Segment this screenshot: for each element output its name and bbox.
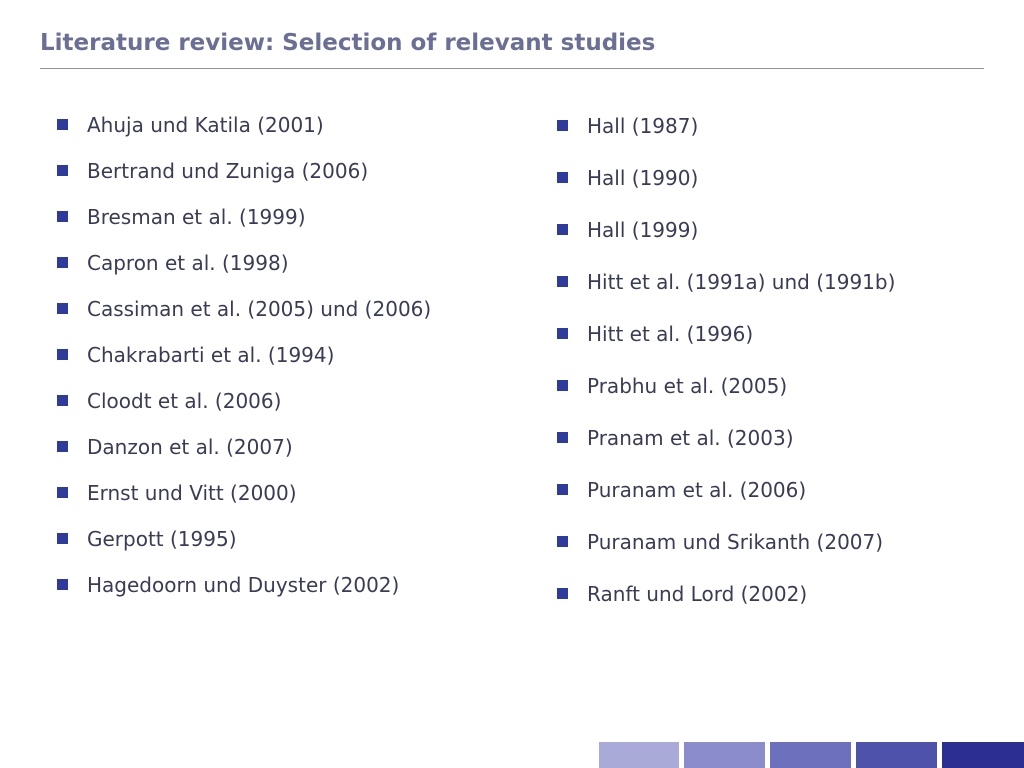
list-item-label: Cassiman et al. (2005) und (2006) bbox=[87, 297, 432, 321]
list-item-label: Ahuja und Katila (2001) bbox=[87, 113, 324, 137]
list-item-label: Capron et al. (1998) bbox=[87, 251, 289, 275]
list-item: Ahuja und Katila (2001) bbox=[57, 113, 431, 159]
list-item: Gerpott (1995) bbox=[57, 527, 431, 573]
list-item-label: Hall (1999) bbox=[587, 218, 699, 242]
list-item: Hall (1987) bbox=[557, 114, 895, 166]
square-bullet-icon bbox=[57, 303, 68, 314]
list-item-label: Hall (1990) bbox=[587, 166, 699, 190]
right-reference-list: Hall (1987) Hall (1990) Hall (1999) Hitt… bbox=[557, 114, 895, 634]
list-item: Cloodt et al. (2006) bbox=[57, 389, 431, 435]
list-item: Puranam und Srikanth (2007) bbox=[557, 530, 895, 582]
list-item: Danzon et al. (2007) bbox=[57, 435, 431, 481]
list-item-label: Ranft und Lord (2002) bbox=[587, 582, 808, 606]
list-item: Hagedoorn und Duyster (2002) bbox=[57, 573, 431, 619]
list-item: Bresman et al. (1999) bbox=[57, 205, 431, 251]
square-bullet-icon bbox=[57, 441, 68, 452]
list-item: Prabhu et al. (2005) bbox=[557, 374, 895, 426]
square-bullet-icon bbox=[557, 172, 568, 183]
square-bullet-icon bbox=[557, 588, 568, 599]
list-item: Pranam et al. (2003) bbox=[557, 426, 895, 478]
list-item: Hall (1999) bbox=[557, 218, 895, 270]
square-bullet-icon bbox=[557, 380, 568, 391]
square-bullet-icon bbox=[557, 432, 568, 443]
list-item-label: Hitt et al. (1991a) und (1991b) bbox=[587, 270, 896, 294]
list-item: Ranft und Lord (2002) bbox=[557, 582, 895, 634]
square-bullet-icon bbox=[557, 276, 568, 287]
list-item-label: Prabhu et al. (2005) bbox=[587, 374, 788, 398]
square-bullet-icon bbox=[57, 257, 68, 268]
footer-bar-5 bbox=[942, 742, 1024, 768]
list-item: Ernst und Vitt (2000) bbox=[57, 481, 431, 527]
footer-bar-2 bbox=[684, 742, 765, 768]
square-bullet-icon bbox=[57, 211, 68, 222]
list-item-label: Chakrabarti et al. (1994) bbox=[87, 343, 335, 367]
list-item: Puranam et al. (2006) bbox=[557, 478, 895, 530]
square-bullet-icon bbox=[557, 224, 568, 235]
list-item: Capron et al. (1998) bbox=[57, 251, 431, 297]
square-bullet-icon bbox=[57, 533, 68, 544]
list-item-label: Cloodt et al. (2006) bbox=[87, 389, 282, 413]
square-bullet-icon bbox=[57, 349, 68, 360]
list-item-label: Gerpott (1995) bbox=[87, 527, 237, 551]
list-item-label: Pranam et al. (2003) bbox=[587, 426, 794, 450]
list-item-label: Puranam und Srikanth (2007) bbox=[587, 530, 884, 554]
list-item-label: Puranam et al. (2006) bbox=[587, 478, 807, 502]
square-bullet-icon bbox=[57, 395, 68, 406]
list-item-label: Bresman et al. (1999) bbox=[87, 205, 306, 229]
list-item: Bertrand und Zuniga (2006) bbox=[57, 159, 431, 205]
list-item-label: Bertrand und Zuniga (2006) bbox=[87, 159, 369, 183]
list-item-label: Hall (1987) bbox=[587, 114, 699, 138]
square-bullet-icon bbox=[557, 484, 568, 495]
square-bullet-icon bbox=[557, 536, 568, 547]
list-item: Chakrabarti et al. (1994) bbox=[57, 343, 431, 389]
square-bullet-icon bbox=[57, 119, 68, 130]
footer-bar-3 bbox=[770, 742, 851, 768]
left-reference-list: Ahuja und Katila (2001) Bertrand und Zun… bbox=[57, 113, 431, 619]
list-item-label: Danzon et al. (2007) bbox=[87, 435, 293, 459]
list-item-label: Hitt et al. (1996) bbox=[587, 322, 754, 346]
square-bullet-icon bbox=[57, 165, 68, 176]
footer-bar-1 bbox=[599, 742, 679, 768]
footer-bar-4 bbox=[856, 742, 937, 768]
square-bullet-icon bbox=[57, 579, 68, 590]
square-bullet-icon bbox=[557, 328, 568, 339]
square-bullet-icon bbox=[57, 487, 68, 498]
list-item-label: Ernst und Vitt (2000) bbox=[87, 481, 297, 505]
title-divider bbox=[40, 68, 984, 69]
page-title: Literature review: Selection of relevant… bbox=[40, 30, 656, 56]
square-bullet-icon bbox=[557, 120, 568, 131]
list-item: Cassiman et al. (2005) und (2006) bbox=[57, 297, 431, 343]
list-item: Hall (1990) bbox=[557, 166, 895, 218]
list-item: Hitt et al. (1991a) und (1991b) bbox=[557, 270, 895, 322]
list-item: Hitt et al. (1996) bbox=[557, 322, 895, 374]
list-item-label: Hagedoorn und Duyster (2002) bbox=[87, 573, 400, 597]
